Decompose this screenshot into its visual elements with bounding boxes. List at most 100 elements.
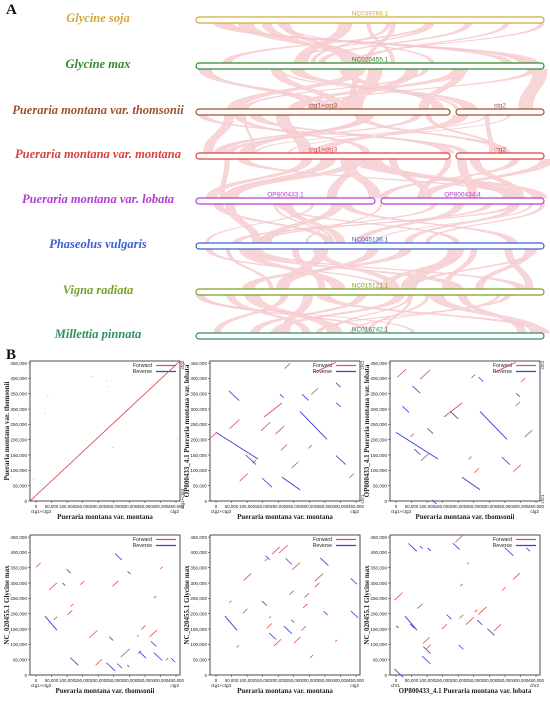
y-tick-label: 0	[204, 673, 207, 678]
y-tick-label: 100,000	[370, 468, 387, 473]
chromosome-label: NC045136.1	[352, 237, 389, 244]
legend-reverse: Reverse	[133, 369, 152, 375]
synteny-link	[429, 294, 545, 334]
x-tick-label: 300,000	[301, 504, 317, 509]
forward-alignment	[349, 473, 354, 479]
forward-alignment	[465, 616, 475, 625]
forward-alignment	[419, 369, 431, 380]
x-axis-title: Pueraria montana var. thomsonii	[56, 687, 155, 695]
y-tick-label: 200,000	[370, 612, 387, 617]
x-tick-label: 200,000	[90, 678, 106, 683]
y-tick-label: 250,000	[370, 422, 387, 427]
forward-alignment	[314, 582, 320, 588]
reverse-alignment	[419, 545, 423, 549]
x-tick-label: 50,000	[405, 678, 419, 683]
forward-alignment	[91, 375, 93, 377]
reverse-alignment	[323, 611, 329, 616]
x-tick-label: 450,000	[168, 678, 184, 683]
reverse-alignment	[501, 456, 511, 466]
forward-alignment	[334, 639, 338, 642]
forward-alignment	[520, 377, 526, 383]
y-tick-label: 150,000	[190, 453, 207, 458]
chromosome-bar	[195, 108, 451, 116]
y-axis-title: OP800433_4.1 Pueraria montana var. lobat…	[183, 364, 191, 497]
x-contig-label: ctg1+ctg3	[211, 683, 231, 688]
reverse-alignment	[106, 662, 116, 672]
x-tick-label: 450,000	[168, 504, 184, 509]
forward-alignment	[106, 380, 108, 382]
reverse-alignment	[487, 628, 495, 636]
x-contig-label: ctg2	[530, 509, 539, 514]
forward-alignment	[177, 437, 179, 439]
reverse-alignment	[299, 411, 328, 440]
reverse-alignment	[301, 394, 310, 401]
x-tick-label: 250,000	[466, 678, 482, 683]
x-tick-label: 50,000	[405, 504, 419, 509]
x-contig-label: ctg2	[170, 509, 179, 514]
reverse-alignment	[404, 615, 418, 631]
reverse-alignment	[476, 619, 483, 626]
forward-alignment	[394, 592, 403, 601]
forward-alignment	[120, 648, 131, 658]
legend-forward: Forward	[313, 363, 332, 369]
x-tick-label: 0	[215, 504, 218, 509]
reverse-alignment	[452, 542, 460, 550]
x-tick-label: 250,000	[466, 504, 482, 509]
reverse-alignment	[409, 623, 415, 629]
forward-alignment	[308, 444, 313, 449]
x-tick-label: 100,000	[59, 504, 75, 509]
forward-alignment	[149, 629, 158, 638]
reverse-alignment	[114, 553, 123, 561]
forward-alignment	[243, 573, 252, 581]
forward-alignment	[501, 586, 507, 592]
y-axis-title: NC_020455.1 Glycine max	[183, 565, 191, 645]
y-contig-label: ctg2	[180, 360, 185, 369]
x-axis-title: OP800433_4.1 Pueraria montana var. lobat…	[399, 687, 532, 695]
y-tick-label: 450,000	[190, 535, 207, 540]
y-axis-title: Pueraria montana var. thomsonii	[3, 381, 11, 480]
dotplot: 0 50,000 100,000 150,000 200,000 250,000 300,0…	[0, 353, 188, 530]
forward-alignment	[32, 478, 34, 480]
chromosome-label: OP800434.4	[444, 192, 481, 199]
chromosome-bar	[195, 332, 545, 340]
forward-alignment	[420, 453, 429, 462]
reverse-alignment	[150, 641, 157, 647]
forward-alignment	[209, 432, 217, 439]
chromosome-label: NC020455.1	[352, 57, 389, 64]
forward-alignment	[70, 603, 74, 607]
legend-reverse: Reverse	[313, 369, 332, 375]
forward-alignment	[160, 566, 164, 570]
x-tick-label: 400,000	[333, 678, 349, 683]
legend-forward: Forward	[493, 537, 512, 543]
reverse-alignment	[281, 476, 301, 491]
forward-alignment	[278, 544, 288, 554]
x-tick-label: 100,000	[239, 678, 255, 683]
y-tick-label: 50,000	[373, 483, 387, 488]
reverse-alignment	[427, 427, 434, 434]
legend-forward: Forward	[313, 537, 332, 543]
legend-forward: Forward	[493, 363, 512, 369]
forward-alignment	[108, 386, 110, 388]
reverse-alignment	[228, 390, 240, 401]
reverse-alignment	[261, 477, 273, 488]
x-tick-label: 450,000	[528, 504, 544, 509]
x-tick-label: 350,000	[317, 678, 333, 683]
forward-alignment	[140, 625, 146, 630]
reverse-alignment	[449, 410, 459, 420]
forward-alignment	[468, 456, 472, 460]
reverse-alignment	[395, 625, 399, 629]
chromosome-label: ctg1+ctg3	[309, 147, 338, 154]
forward-alignment	[264, 557, 269, 562]
y-tick-label: 100,000	[10, 642, 27, 647]
forward-alignment	[47, 395, 49, 397]
reverse-alignment	[127, 570, 131, 575]
y-axis-title: OP800433_4.1 Pueraria montana var. lobat…	[363, 364, 371, 497]
reverse-alignment	[215, 432, 259, 460]
y-tick-label: 50,000	[13, 657, 27, 662]
synteny-link	[388, 158, 431, 199]
x-axis-title: Pueraria montana var. montana	[57, 513, 153, 521]
y-axis-title: NC_020455.1 Glycine max	[3, 565, 11, 645]
